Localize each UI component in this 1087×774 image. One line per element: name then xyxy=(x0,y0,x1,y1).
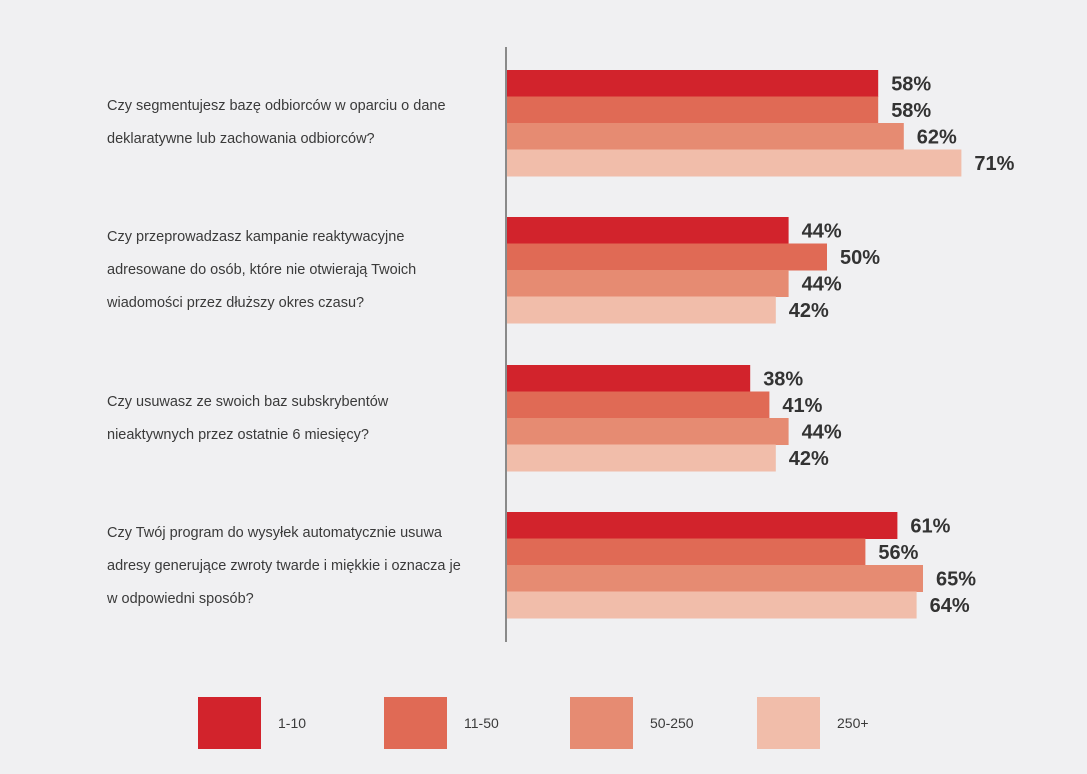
data-label: 65% xyxy=(936,568,976,590)
legend-label: 11-50 xyxy=(464,715,499,731)
legend-label: 250+ xyxy=(837,715,869,731)
bar-q4-11-50 xyxy=(507,538,866,566)
question-line: deklaratywne lub zachowania odbiorców? xyxy=(107,131,375,147)
bar-q4-50-250 xyxy=(507,565,923,592)
question-line: w odpowiedni sposób? xyxy=(107,591,254,607)
data-label: 41% xyxy=(782,395,822,417)
data-label: 62% xyxy=(917,126,957,148)
legend-swatch xyxy=(757,697,820,749)
question-line: Czy usuwasz ze swoich baz subskrybentów xyxy=(107,394,389,410)
bar-q3-1-10 xyxy=(507,365,751,392)
question-line: Czy Twój program do wysyłek automatyczni… xyxy=(107,525,442,541)
question-line: adresy generujące zwroty twarde i miękki… xyxy=(107,558,461,574)
bar-q2-11-50 xyxy=(507,243,827,271)
bar-q1-250plus xyxy=(507,149,962,177)
question-line: Czy segmentujesz bazę odbiorców w oparci… xyxy=(107,98,446,114)
data-label: 58% xyxy=(891,73,931,95)
bar-q1-1-10 xyxy=(507,70,879,97)
data-label: 42% xyxy=(789,448,829,470)
data-label: 61% xyxy=(910,515,950,537)
bar-q2-50-250 xyxy=(507,270,789,297)
legend-label: 50-250 xyxy=(650,715,694,731)
bar-q2-250plus xyxy=(507,296,776,324)
bar-q1-11-50 xyxy=(507,96,879,124)
question-label-4: Czy Twój program do wysyłek automatyczni… xyxy=(107,517,487,616)
bar-q3-11-50 xyxy=(507,391,770,419)
data-label: 44% xyxy=(802,421,842,443)
bar-q4-250plus xyxy=(507,591,917,619)
question-line: nieaktywnych przez ostatnie 6 miesięcy? xyxy=(107,427,369,443)
bar-chart: 58% 58% 62% 71% 44% 50% 44% 42% 38% 41% 44% 42% 61% 5… xyxy=(505,47,1015,642)
bar-q3-50-250 xyxy=(507,418,789,445)
data-label: 71% xyxy=(974,153,1014,175)
data-label: 44% xyxy=(802,273,842,295)
bar-q1-50-250 xyxy=(507,123,904,150)
legend-swatch xyxy=(570,697,633,749)
data-label: 44% xyxy=(802,220,842,242)
legend-label: 1-10 xyxy=(278,715,307,731)
question-label-2: Czy przeprowadzasz kampanie reaktywacyjn… xyxy=(107,221,487,320)
question-line: wiadomości przez dłuższy okres czasu? xyxy=(107,295,365,311)
data-label: 50% xyxy=(840,247,880,269)
legend: 1-10 11-50 50-250 250+ xyxy=(0,697,1087,749)
question-line: adresowane do osób, które nie otwierają … xyxy=(107,262,417,278)
bar-q2-1-10 xyxy=(507,217,789,244)
data-label: 42% xyxy=(789,300,829,322)
question-line: Czy przeprowadzasz kampanie reaktywacyjn… xyxy=(107,229,405,245)
question-label-1: Czy segmentujesz bazę odbiorców w oparci… xyxy=(107,90,487,156)
question-label-3: Czy usuwasz ze swoich baz subskrybentów … xyxy=(107,386,487,452)
data-label: 64% xyxy=(930,595,970,617)
data-label: 58% xyxy=(891,100,931,122)
legend-swatch xyxy=(198,697,261,749)
data-label: 56% xyxy=(878,542,918,564)
bar-q4-1-10 xyxy=(507,512,898,539)
data-label: 38% xyxy=(763,368,803,390)
legend-swatch xyxy=(384,697,447,749)
bar-q3-250plus xyxy=(507,444,776,472)
